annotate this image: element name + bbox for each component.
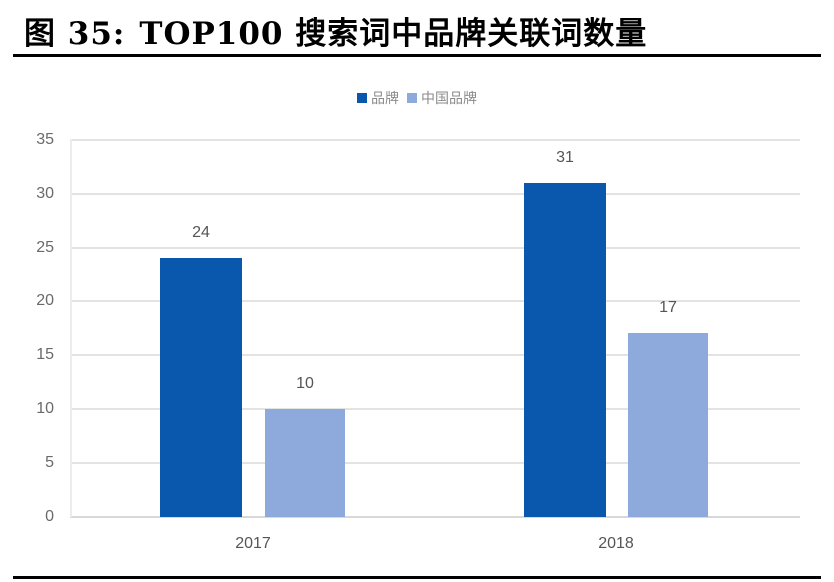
x-tick-label: 2018 <box>598 535 634 552</box>
bar-2018-brand <box>524 183 606 517</box>
gridline-15 <box>70 354 800 356</box>
legend-item-brand: 品牌 <box>357 88 399 108</box>
gridline-20 <box>70 300 800 302</box>
top-rule <box>13 54 821 57</box>
y-tick-label: 20 <box>36 292 54 309</box>
figure-label: 图 35: <box>24 16 126 52</box>
legend-label-china-brand: 中国品牌 <box>421 90 477 106</box>
gridline-5 <box>70 462 800 464</box>
bar-value-label: 31 <box>556 149 574 166</box>
bar-2017-brand <box>160 258 242 517</box>
legend-item-china-brand: 中国品牌 <box>407 88 477 108</box>
gridline-0 <box>70 516 800 518</box>
y-axis-line <box>70 139 72 517</box>
chart-title: TOP100 搜索词中品牌关联词数量 <box>139 16 648 52</box>
bar-value-label: 17 <box>659 299 677 316</box>
y-tick-label: 0 <box>45 508 54 525</box>
gridline-35 <box>70 139 800 141</box>
y-tick-label: 15 <box>36 346 54 363</box>
y-tick-label: 10 <box>36 400 54 417</box>
y-tick-label: 30 <box>36 185 54 202</box>
bar-2017-china-brand <box>265 409 345 517</box>
bottom-rule <box>13 576 821 579</box>
legend-swatch-brand <box>357 93 367 103</box>
legend-label-brand: 品牌 <box>371 90 399 106</box>
gridline-10 <box>70 408 800 410</box>
bar-value-label: 10 <box>296 375 314 392</box>
x-tick-label: 2017 <box>235 535 271 552</box>
y-tick-label: 25 <box>36 239 54 256</box>
gridline-25 <box>70 247 800 249</box>
bar-value-label: 24 <box>192 224 210 241</box>
bar-2018-china-brand <box>628 333 708 517</box>
figure-title: 图 35: TOP100 搜索词中品牌关联词数量 <box>24 8 647 53</box>
y-tick-label: 35 <box>36 131 54 148</box>
y-tick-label: 5 <box>45 454 54 471</box>
gridline-30 <box>70 193 800 195</box>
chart-legend: 品牌 中国品牌 <box>0 88 834 108</box>
legend-swatch-china-brand <box>407 93 417 103</box>
